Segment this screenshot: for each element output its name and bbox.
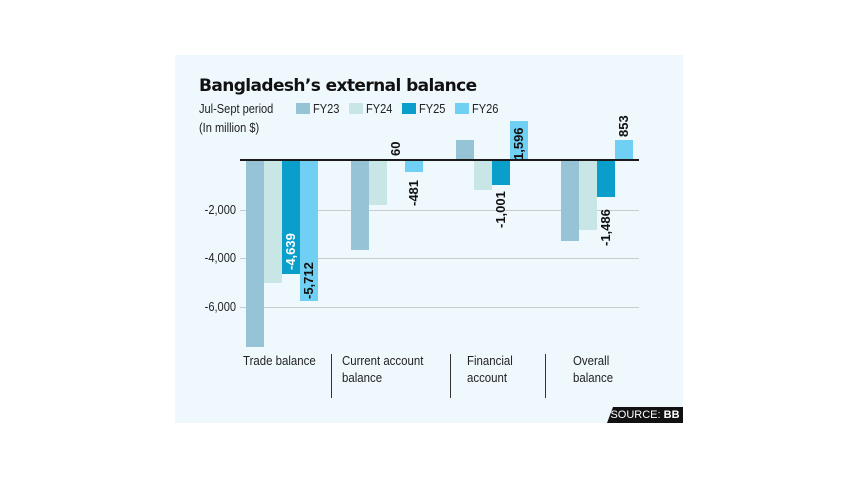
value-label: -1,486 — [598, 209, 613, 246]
source-badge: SOURCE: BB — [607, 407, 683, 423]
category-label-current-account: Current account balance — [342, 352, 423, 386]
legend-swatch-fy25 — [402, 103, 416, 114]
category-label-line: account — [467, 370, 508, 385]
value-label: 1,596 — [511, 127, 526, 160]
legend-item-fy23: FY23 — [296, 101, 353, 116]
bar-fin-fy25 — [492, 161, 510, 185]
source-name: BB — [663, 409, 680, 421]
bar-fin-fy23 — [456, 140, 474, 160]
bar-ov-fy23 — [561, 161, 579, 241]
chart-title: Bangladesh’s external balance — [199, 76, 477, 96]
category-label-trade: Trade balance — [243, 352, 316, 369]
legend-label: FY25 — [419, 101, 446, 116]
bar-trade-fy25 — [282, 161, 300, 274]
bar-ca-fy24 — [369, 161, 387, 205]
legend-item-fy26: FY26 — [455, 101, 512, 116]
gridline — [240, 258, 639, 259]
legend-item-fy24: FY24 — [349, 101, 406, 116]
category-label-overall: Overall balance — [573, 352, 613, 386]
bar-trade-fy23 — [246, 161, 264, 347]
legend-swatch-fy24 — [349, 103, 363, 114]
category-label-line: balance — [342, 370, 383, 385]
bar-trade-fy24 — [264, 161, 282, 283]
legend-item-fy25: FY25 — [402, 101, 459, 116]
legend-label: FY26 — [472, 101, 499, 116]
legend-label: FY24 — [366, 101, 393, 116]
value-label: -481 — [406, 179, 421, 206]
legend-swatch-fy23 — [296, 103, 310, 114]
bar-trade-fy26 — [300, 161, 318, 301]
category-label-line: Current account — [342, 353, 424, 368]
category-label-line: Financial — [467, 353, 513, 368]
bar-fin-fy24 — [474, 161, 492, 190]
category-label-line: Overall — [573, 353, 610, 368]
gridline — [240, 307, 639, 308]
bar-ca-fy26 — [405, 161, 423, 172]
category-label-line: balance — [573, 370, 614, 385]
value-label: -5,712 — [301, 262, 316, 299]
bar-fin-fy26 — [510, 121, 528, 160]
bar-ca-fy23 — [351, 161, 369, 250]
unit-label: (In million $) — [199, 120, 260, 135]
bar-ov-fy24 — [579, 161, 597, 230]
category-label-financial: Financial account — [467, 352, 513, 386]
bar-ov-fy26 — [615, 140, 633, 160]
value-label: 60 — [388, 141, 403, 156]
y-tick-label: -2,000 — [204, 202, 236, 217]
legend-swatch-fy26 — [455, 103, 469, 114]
category-label-line: Trade balance — [243, 353, 316, 368]
category-separator — [545, 354, 546, 398]
value-label: 853 — [616, 115, 631, 137]
legend-label: FY23 — [313, 101, 340, 116]
category-separator — [450, 354, 451, 398]
value-label: -4,639 — [283, 233, 298, 270]
gridline — [240, 210, 639, 211]
source-prefix: SOURCE: — [610, 409, 664, 421]
zero-baseline — [240, 159, 639, 161]
y-tick-label: -6,000 — [204, 299, 236, 314]
y-tick-label: -4,000 — [204, 250, 236, 265]
period-label: Jul-Sept period — [199, 101, 274, 116]
category-separator — [331, 354, 332, 398]
bar-ov-fy25 — [597, 161, 615, 197]
value-label: -1,001 — [493, 191, 508, 228]
